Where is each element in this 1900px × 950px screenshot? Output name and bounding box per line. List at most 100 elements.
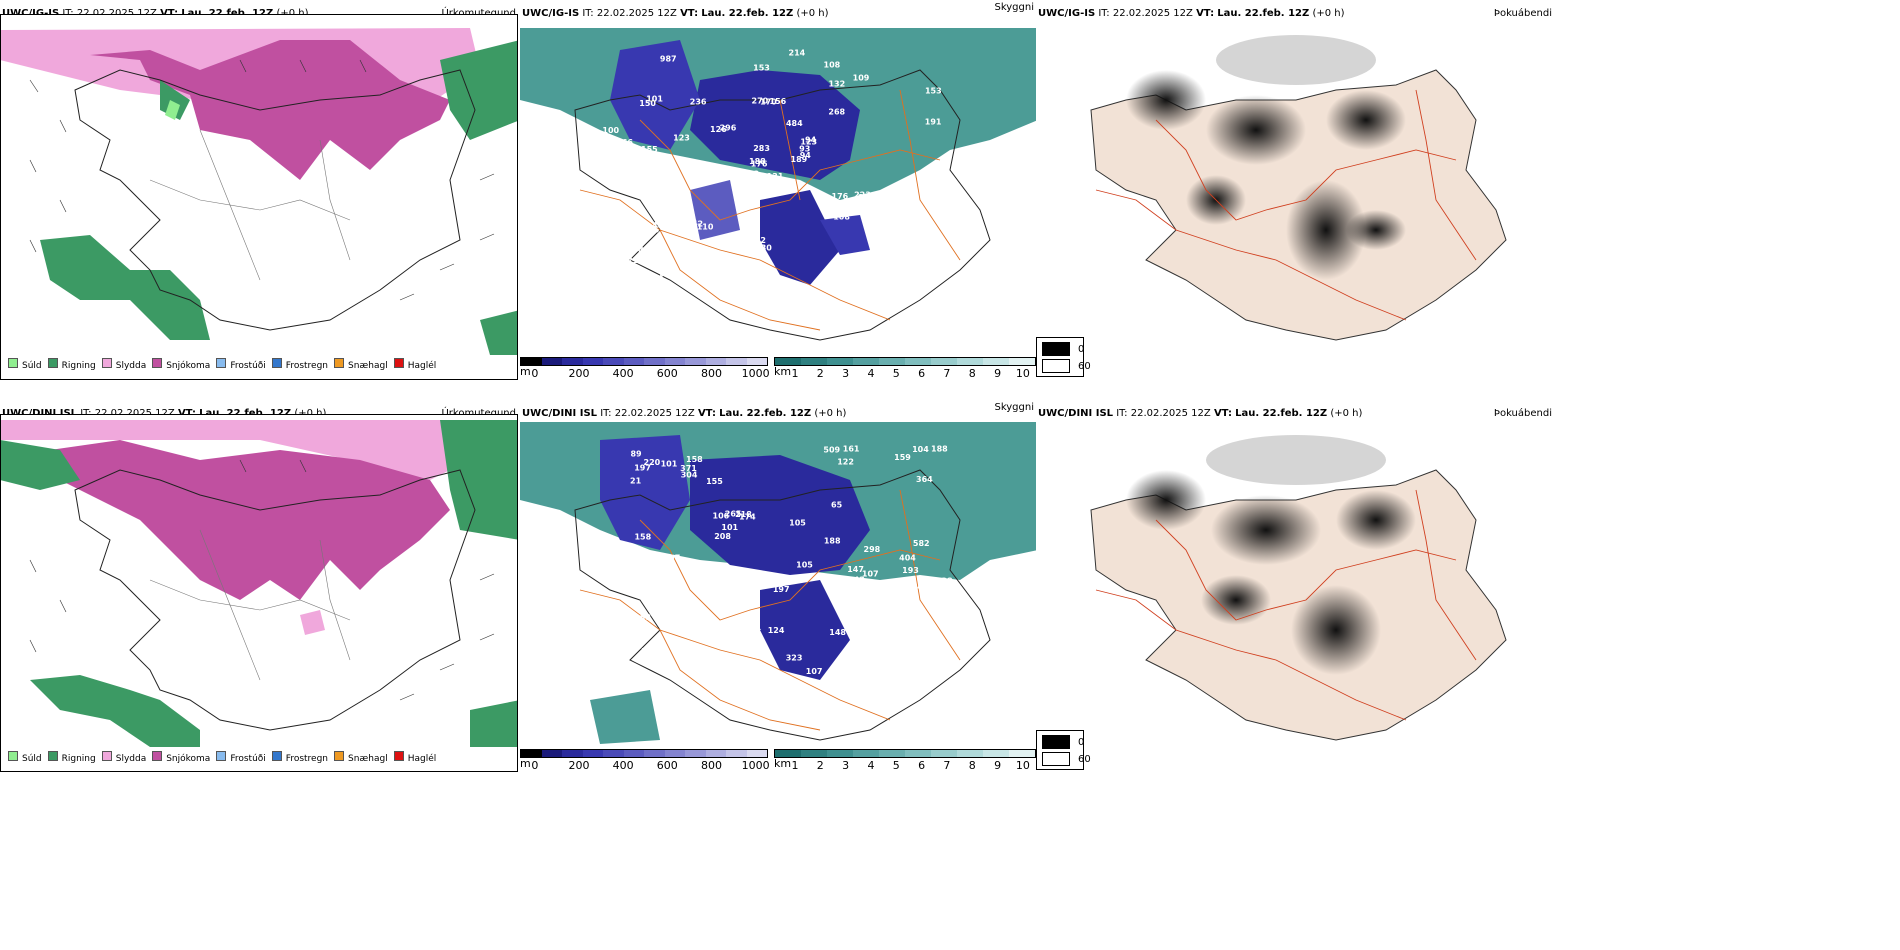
colorbar-segment (801, 750, 827, 757)
colorbar-segment (931, 358, 957, 365)
fog-dark-swatch (1042, 342, 1070, 356)
visibility-value-label: 155 (670, 598, 687, 607)
colorbar-segment (521, 358, 542, 365)
visibility-value-label: 170 (760, 97, 777, 106)
visibility-value-label: 176 (832, 192, 849, 201)
visibility-value-label: 197 (634, 464, 651, 473)
legend-swatch (8, 358, 18, 368)
colorbar-segment (827, 750, 853, 757)
visibility-value-label: 188 (931, 445, 948, 454)
legend-swatch (216, 358, 227, 368)
colorbar-tick: 6 (918, 759, 926, 772)
visibility-value-label: 138 (641, 647, 658, 656)
colorbar-segment (983, 750, 1009, 757)
cloud-base-unit: m (520, 757, 531, 770)
colorbar-tick: 4 (867, 367, 875, 380)
colorbar-segment (746, 358, 767, 365)
colorbar-segment (562, 358, 583, 365)
legend-swatch (47, 751, 58, 761)
colorbar-segment (623, 750, 644, 757)
legend-swatch (334, 751, 345, 761)
visibility-value-label: 21 (630, 477, 642, 486)
visibility-value-label: 123 (800, 137, 817, 146)
visibility-value-label: 124 (768, 626, 785, 635)
colorbar-tick: 3 (842, 367, 850, 380)
visibility-value-label: 214 (789, 49, 806, 58)
colorbar-tick: 1 (791, 367, 799, 380)
colorbar-segment (853, 750, 879, 757)
cloud-base-bar (520, 357, 768, 366)
visibility-value-label: 83 (665, 571, 676, 580)
fog-dark-label: 0 (1078, 736, 1085, 748)
colorbar-segment (1009, 358, 1035, 365)
visibility-value-label: 128 (627, 245, 644, 254)
visibility-value-label: 107 (806, 667, 823, 676)
colorbar-tick: 4 (867, 759, 875, 772)
visibility-value-label: 105 (796, 560, 813, 569)
visibility-map: 143 193 138 158 174 135 158 122 106 107 21 124 197 34… (520, 422, 1038, 744)
legend-item: Rigning (42, 358, 96, 371)
panel-title: UWC/DINI ISL IT: 22.02.2025 12Z VT: Lau.… (1038, 408, 1363, 419)
visibility-value-label: 268 (828, 108, 845, 117)
precip-type-legend: Súld Rigning Slydda Snjókoma Frostúði Fr… (2, 358, 436, 371)
visibility-value-label: 364 (916, 475, 933, 484)
colorbar-tick: 6 (918, 367, 926, 380)
visibility-value-label: 101 (661, 459, 678, 468)
visibility-value-label: 89 (630, 449, 642, 458)
visibility-value-label: 150 (639, 99, 656, 108)
colorbar-tick: 400 (612, 759, 634, 772)
visibility-value-label: 371 (680, 464, 697, 473)
visibility-value-label: 16 (637, 585, 649, 594)
legend-swatch (47, 358, 58, 368)
legend-swatch (393, 751, 404, 761)
visibility-value-label: 106 (713, 511, 730, 520)
visibility-value-label: 111 (691, 263, 708, 272)
cloud-base-ticks: 0 200 400 600 800 1000 (520, 366, 769, 380)
panel-field-name: Úrkomutegund (441, 8, 516, 19)
legend-item: Frostúði (210, 751, 266, 764)
visibility-value-label: 101 (721, 523, 738, 532)
fog-light-swatch (1042, 752, 1070, 766)
colorbar-tick: 8 (968, 367, 976, 380)
visibility-value-label: 218 (627, 256, 644, 265)
legend-swatch (271, 751, 282, 761)
visibility-value-label: 582 (913, 539, 930, 548)
cloud-base-bar (520, 749, 768, 758)
colorbar-segment (957, 358, 983, 365)
legend-swatch (152, 751, 163, 761)
cloud-base-colorbar: m 0 200 400 600 800 1000 (520, 749, 770, 772)
colorbar-segment (879, 358, 905, 365)
visibility-value-label: 224 (892, 266, 909, 275)
visibility-value-label: 153 (753, 64, 770, 73)
legend-swatch (8, 751, 18, 761)
fog-light-label: 60 (1078, 753, 1091, 765)
visibility-value-label: 126 (710, 125, 727, 134)
visibility-value-label: 252 (919, 266, 936, 275)
visibility-value-label: 155 (706, 477, 723, 486)
fog-light-swatch (1042, 359, 1070, 373)
legend-item: Súld (2, 751, 42, 764)
visibility-value-label: 94 (805, 135, 817, 144)
visibility-value-label: 188 (824, 536, 841, 545)
legend-swatch (101, 358, 112, 368)
legend-item: Haglél (388, 751, 436, 764)
colorbar-segment (1009, 750, 1035, 757)
colorbar-tick: 800 (700, 367, 722, 380)
legend-swatch (216, 751, 227, 761)
colorbar-tick: 9 (994, 759, 1002, 772)
colorbar-tick: 600 (656, 367, 678, 380)
visibility-bar (774, 749, 1036, 758)
visibility-value-label: 147 (847, 565, 864, 574)
colorbar-tick: 5 (892, 367, 900, 380)
colorbar-segment (623, 358, 644, 365)
visibility-value-label: 192 (734, 623, 751, 632)
legend-item: Slydda (96, 358, 146, 371)
visibility-value-label: 93 (878, 601, 889, 610)
fog-map (1036, 28, 1554, 350)
visibility-value-label: 135 (867, 644, 884, 653)
visibility-value-label: 278 (849, 597, 866, 606)
legend-item: Snæhagl (328, 751, 388, 764)
cloud-base-unit: m (520, 365, 531, 378)
legend-swatch (152, 358, 163, 368)
visibility-value-label: 195 (899, 661, 916, 670)
